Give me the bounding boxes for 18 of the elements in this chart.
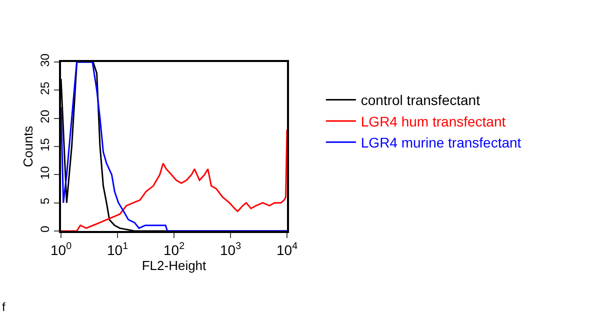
x-tick-label: 10$^{3}$	[220, 240, 242, 258]
y-tick-label: 25	[38, 81, 52, 96]
y-tick-label: 20	[38, 110, 52, 124]
legend-label: control transfectant	[360, 92, 480, 108]
y-axis-title: Counts	[20, 125, 36, 168]
y-tick-label: 10	[38, 166, 52, 180]
y-tick-label: 0	[38, 226, 52, 233]
x-tick-label: 10$^{2}$	[163, 240, 185, 258]
legend-label: LGR4 hum transfectant	[360, 113, 506, 130]
x-tick-label: 10$^{1}$	[106, 240, 128, 258]
legend-label: LGR4 murine transfectant	[360, 134, 522, 151]
x-axis-title: FL2-Height	[142, 258, 207, 273]
y-tick-label: 30	[38, 53, 52, 67]
y-tick-label: 5	[38, 197, 52, 204]
x-tick-label: 10$^{4}$	[276, 240, 298, 258]
y-tick-label: 15	[38, 138, 52, 152]
text: f	[2, 300, 6, 314]
x-tick-label: 10$^{0}$	[50, 240, 72, 258]
